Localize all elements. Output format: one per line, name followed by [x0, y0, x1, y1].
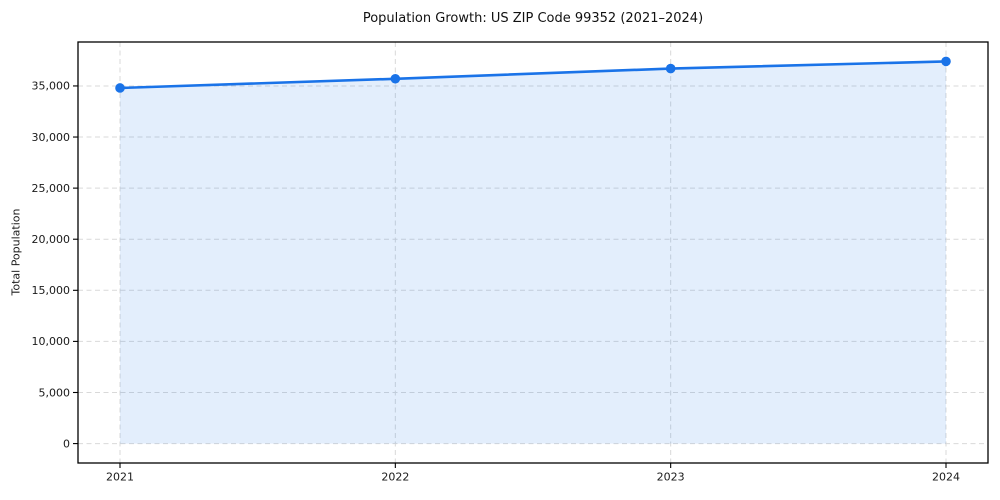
area-fill	[120, 61, 946, 444]
data-point-2023	[665, 63, 676, 74]
y-tick-label: 35,000	[32, 80, 71, 93]
data-point-2021	[115, 83, 125, 93]
y-tick-label: 25,000	[32, 182, 71, 195]
axes-border	[77, 41, 989, 464]
y-tick-label: 10,000	[32, 335, 71, 348]
y-tick-label: 15,000	[32, 284, 71, 297]
data-point-2024	[941, 56, 951, 67]
y-tick-label: 0	[63, 437, 70, 450]
x-tick-label: 2024	[932, 471, 960, 484]
x-tick-label: 2021	[106, 471, 134, 484]
data-line	[118, 60, 948, 90]
y-tick-label: 20,000	[32, 233, 71, 246]
y-tick-label: 30,000	[32, 131, 71, 144]
chart-title: Population Growth: US ZIP Code 99352 (20…	[362, 11, 704, 26]
x-tick-label: 2022	[381, 471, 409, 484]
data-point-2022	[390, 73, 401, 84]
x-tick-label: 2023	[657, 471, 685, 484]
y-tick-label: 5,000	[39, 386, 71, 399]
